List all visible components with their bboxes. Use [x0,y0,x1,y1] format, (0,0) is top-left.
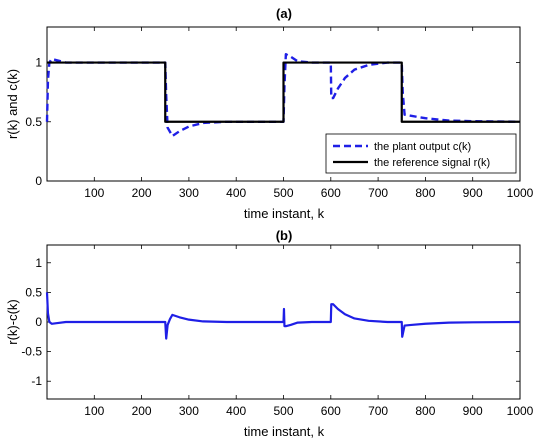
x-tick-label: 100 [84,186,104,200]
panel-b-x-label: time instant, k [244,424,325,439]
y-tick-label: -1 [31,374,42,388]
x-tick-label: 700 [368,186,388,200]
x-tick-label: 600 [321,404,341,418]
x-tick-label: 800 [415,404,435,418]
panel-a-x-ticks: 100 200 300 400 500 600 700 800 900 1000 [84,27,534,200]
panel-b-y-label: r(k)-c(k) [5,299,20,344]
x-tick-label: 600 [321,186,341,200]
series-line-b-0 [45,292,521,340]
x-tick-label: 500 [273,186,293,200]
y-tick-label: 0.5 [25,115,42,129]
y-tick-label: 1 [35,56,42,70]
x-tick-label: 500 [273,404,293,418]
y-tick-label: 0 [35,174,42,188]
panel-b: (b) 100 200 300 400 500 600 700 800 900 1000 -1 -0… [5,228,534,439]
legend-label-reference: the reference signal r(k) [374,157,490,169]
y-tick-label: 0 [35,315,42,329]
y-tick-label: 1 [35,256,42,270]
y-tick-label: -0.5 [21,345,42,359]
legend-box [325,133,517,174]
panel-b-title: (b) [276,228,293,243]
x-tick-label: 400 [226,186,246,200]
panel-b-series [45,292,521,340]
x-tick-label: 300 [179,404,199,418]
x-tick-label: 1000 [507,404,534,418]
x-tick-label: 700 [368,404,388,418]
panel-a-legend: the plant output c(k) the reference sign… [325,133,517,174]
x-tick-label: 200 [132,404,152,418]
y-tick-label: 0.5 [25,285,42,299]
x-tick-label: 900 [463,404,483,418]
panel-a: (a) 100 200 300 400 500 600 700 800 900 1000 0 0.5… [5,6,534,221]
legend-label-plant-output: the plant output c(k) [374,141,471,153]
x-tick-label: 800 [415,186,435,200]
x-tick-label: 200 [132,186,152,200]
panel-a-series [45,53,521,138]
panel-b-y-ticks: -1 -0.5 0 0.5 1 [21,256,520,388]
series-line-a-1 [47,61,520,123]
panel-a-title: (a) [276,6,292,21]
panel-a-x-label: time instant, k [244,206,325,221]
panel-a-y-label: r(k) and c(k) [5,69,20,139]
x-tick-label: 1000 [507,186,534,200]
x-tick-label: 300 [179,186,199,200]
x-tick-label: 900 [463,186,483,200]
x-tick-label: 400 [226,404,246,418]
x-tick-label: 100 [84,404,104,418]
panel-b-x-ticks: 100 200 300 400 500 600 700 800 900 1000 [84,245,534,418]
